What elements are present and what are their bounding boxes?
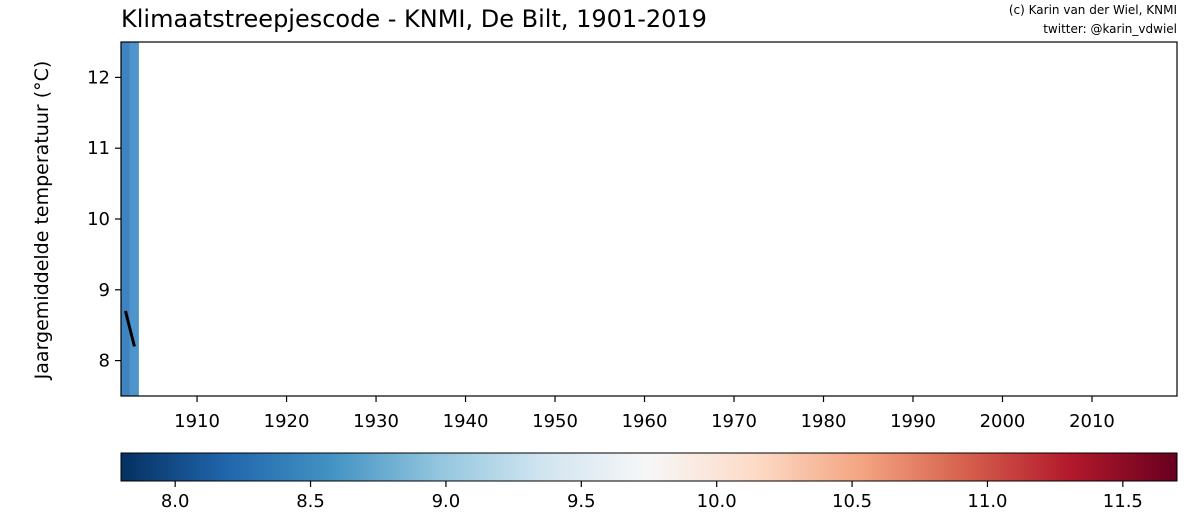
chart-title: Klimaatstreepjescode - KNMI, De Bilt, 19…: [121, 5, 707, 33]
x-tick-label: 1970: [711, 411, 757, 432]
temperature-line: [124, 310, 136, 347]
colorbar-tick-label: 11.0: [967, 491, 1007, 512]
stripe-1903: [129, 42, 139, 396]
colorbar-tick-label: 8.0: [161, 491, 190, 512]
stripe-1902: [121, 42, 130, 396]
colorbar-tick-label: 9.5: [567, 491, 596, 512]
colorbar: [120, 452, 1178, 482]
x-tick-label: 1930: [353, 411, 399, 432]
colorbar-tick-label: 10.0: [697, 491, 737, 512]
x-tick-label: 1940: [443, 411, 489, 432]
x-tick-label: 2000: [980, 411, 1026, 432]
credit-twitter: twitter: @karin_vdwiel: [1043, 22, 1177, 36]
y-axis-ticks: 8 9 10 11 12: [87, 67, 121, 372]
x-tick-label: 1920: [264, 411, 310, 432]
x-tick-label: 1950: [532, 411, 578, 432]
temperature-stripes: [121, 42, 139, 396]
temperature-series-line: [124, 310, 136, 347]
x-tick-label: 1910: [174, 411, 220, 432]
x-tick-label: 1990: [890, 411, 936, 432]
y-tick-label: 10: [87, 209, 110, 230]
y-tick-label: 12: [87, 67, 110, 88]
plot-frame: [120, 41, 1178, 397]
colorbar-ticks: 8.0 8.5 9.0 9.5 10.0 10.5 11.0 11.5: [161, 481, 1143, 512]
x-tick-label: 1980: [801, 411, 847, 432]
colorbar-tick-label: 11.5: [1103, 491, 1143, 512]
y-tick-label: 11: [87, 138, 110, 159]
y-tick-label: 9: [99, 280, 110, 301]
colorbar-tick-label: 10.5: [832, 491, 872, 512]
x-tick-label: 2010: [1069, 411, 1115, 432]
y-tick-label: 8: [99, 351, 110, 372]
colorbar-tick-label: 8.5: [296, 491, 325, 512]
colorbar-tick-label: 9.0: [432, 491, 461, 512]
credit-author: (c) Karin van der Wiel, KNMI: [1009, 3, 1177, 17]
x-axis-ticks: 1910 1920 1930 1940 1950 1960 1970 1980 1990 2000…: [174, 396, 1115, 432]
y-axis-label: Jaargemiddelde temperatuur (°C): [31, 61, 53, 381]
x-tick-label: 1960: [622, 411, 668, 432]
